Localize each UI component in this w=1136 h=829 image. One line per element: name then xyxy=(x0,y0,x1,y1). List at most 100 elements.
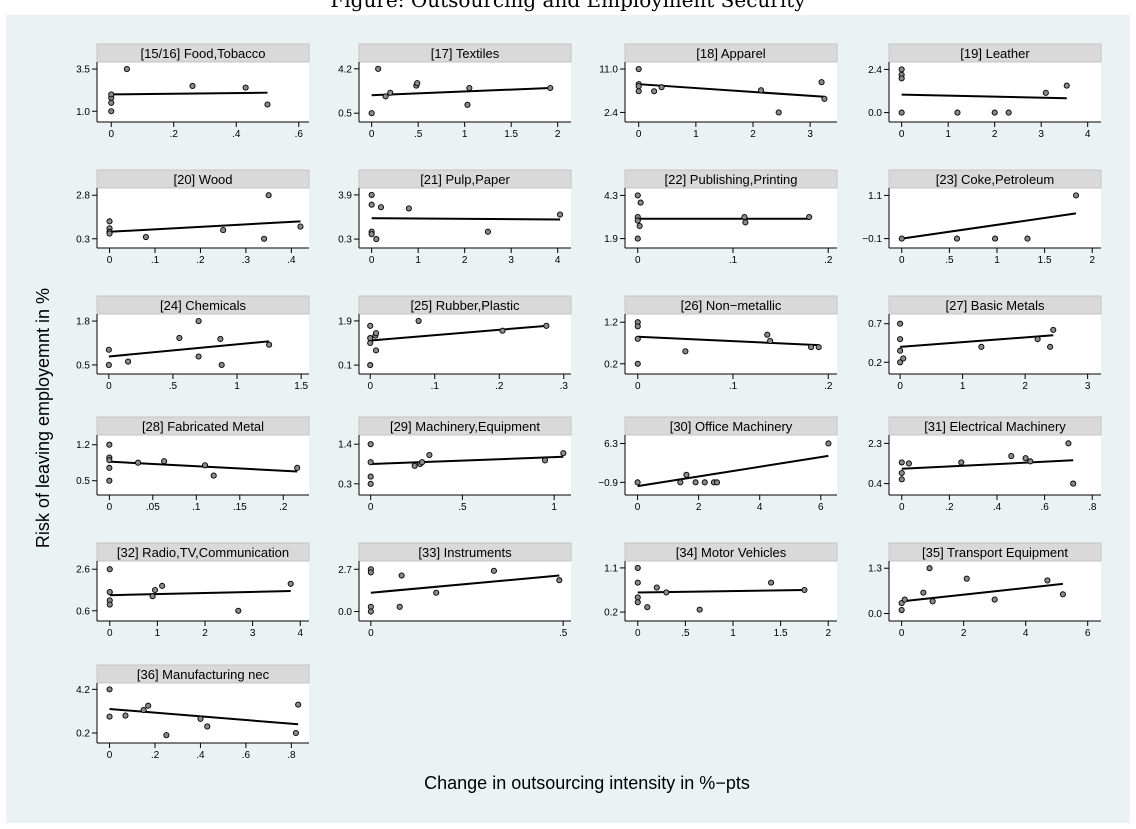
facet-header xyxy=(888,169,1102,189)
data-point xyxy=(634,235,641,242)
data-point xyxy=(367,339,374,347)
data-point xyxy=(377,204,385,211)
data-point xyxy=(264,101,271,108)
data-point xyxy=(1022,455,1029,462)
facet-title: [27] Basic Metals xyxy=(946,298,1045,313)
y-tick-label: 11.0 xyxy=(599,65,618,76)
data-point xyxy=(825,440,832,447)
x-axis-title: Change in outsourcing intensity in %−pts xyxy=(424,773,750,793)
x-tick-label: .4 xyxy=(232,129,241,140)
x-tick-label: .6 xyxy=(295,129,304,140)
data-point xyxy=(556,211,564,218)
x-tick-label: .2 xyxy=(824,381,833,392)
data-point xyxy=(644,604,651,611)
x-tick-label: 4 xyxy=(1085,129,1091,140)
data-point xyxy=(636,222,643,230)
facet-title: [15/16] Food,Tobacco xyxy=(140,46,265,61)
x-tick-label: .2 xyxy=(196,255,205,266)
fit-line xyxy=(371,217,561,221)
data-point xyxy=(991,109,998,116)
data-point xyxy=(898,469,905,477)
data-point xyxy=(159,582,166,589)
x-tick-label: .5 xyxy=(414,129,423,140)
data-point xyxy=(106,589,113,596)
x-tick-label: 1 xyxy=(960,381,966,392)
facet-panel: [19] Leather 0 1 2 3 4 0.0 2.4 xyxy=(868,43,1102,140)
facet-panel: [35] Transport Equipment 0 2 4 6 0.0 1.3 xyxy=(868,542,1102,639)
x-tick-label: .5 xyxy=(169,381,178,392)
data-point xyxy=(367,608,374,615)
data-point xyxy=(151,586,159,594)
data-point xyxy=(466,84,473,92)
data-point xyxy=(297,223,304,230)
facet-panel: [27] Basic Metals 0 1 2 3 0.2 0.7 xyxy=(868,295,1102,392)
x-tick-label: 3 xyxy=(1038,129,1044,140)
y-tick-label: 6.3 xyxy=(604,439,618,450)
data-point xyxy=(1059,591,1066,598)
x-tick-label: 0 xyxy=(897,381,903,392)
data-point xyxy=(106,477,113,484)
x-tick-label: .2 xyxy=(170,129,179,140)
data-point xyxy=(368,110,375,117)
y-tick-label: 0.2 xyxy=(604,608,618,619)
data-point xyxy=(560,450,567,457)
data-point xyxy=(547,84,554,92)
x-tick-label: 0 xyxy=(368,628,374,639)
data-point xyxy=(197,715,204,722)
data-point xyxy=(543,322,550,329)
x-tick-label: 2 xyxy=(825,628,831,639)
x-tick-label: 0 xyxy=(635,628,641,639)
facet-title: [31] Electrical Machinery xyxy=(924,419,1066,434)
x-tick-label: 1 xyxy=(945,129,951,140)
data-point xyxy=(368,191,375,198)
data-point xyxy=(898,66,905,73)
data-point xyxy=(926,565,933,572)
x-tick-label: 1.5 xyxy=(1038,255,1052,266)
data-point xyxy=(373,236,380,243)
data-point xyxy=(387,89,394,96)
data-point xyxy=(367,473,374,480)
facet-title: [30] Office Machinery xyxy=(670,419,793,434)
data-point xyxy=(367,441,374,448)
data-point xyxy=(108,99,115,106)
x-tick-label: 0 xyxy=(367,381,373,392)
x-tick-label: 2 xyxy=(462,255,468,266)
y-tick-label: 0.0 xyxy=(868,609,882,620)
facet-panel: [23] Coke,Petroleum 0 .5 1 1.5 2 −0.1 1.1 xyxy=(862,169,1102,266)
facet-header xyxy=(888,416,1102,436)
x-tick-label: 1.5 xyxy=(774,628,788,639)
data-point xyxy=(634,594,641,601)
data-point xyxy=(775,109,782,116)
x-tick-label: .1 xyxy=(729,381,738,392)
data-point xyxy=(218,361,225,368)
data-point xyxy=(368,231,375,238)
data-point xyxy=(189,82,196,89)
data-point xyxy=(683,471,690,478)
data-point xyxy=(634,479,641,486)
data-point xyxy=(958,459,965,466)
data-point xyxy=(484,228,491,235)
data-point xyxy=(821,95,828,102)
data-point xyxy=(266,341,273,348)
data-point xyxy=(1044,577,1051,584)
y-tick-label: 0.5 xyxy=(338,109,352,120)
y-tick-label: 3.9 xyxy=(338,190,352,201)
y-tick-label: 0.3 xyxy=(76,234,90,245)
y-tick-label: 0.2 xyxy=(76,729,90,740)
x-tick-label: 1 xyxy=(234,381,240,392)
data-point xyxy=(929,598,936,605)
x-tick-label: 2 xyxy=(555,129,561,140)
data-point xyxy=(490,567,497,574)
data-point xyxy=(818,79,825,86)
x-tick-label: .5 xyxy=(458,502,467,513)
x-tick-label: .6 xyxy=(1040,502,1049,513)
data-point xyxy=(372,330,380,337)
data-point xyxy=(235,607,242,614)
y-tick-label: 0.5 xyxy=(76,476,90,487)
data-point xyxy=(898,235,905,242)
data-point xyxy=(105,361,112,368)
data-point xyxy=(635,83,642,90)
x-tick-label: 1 xyxy=(693,129,699,140)
